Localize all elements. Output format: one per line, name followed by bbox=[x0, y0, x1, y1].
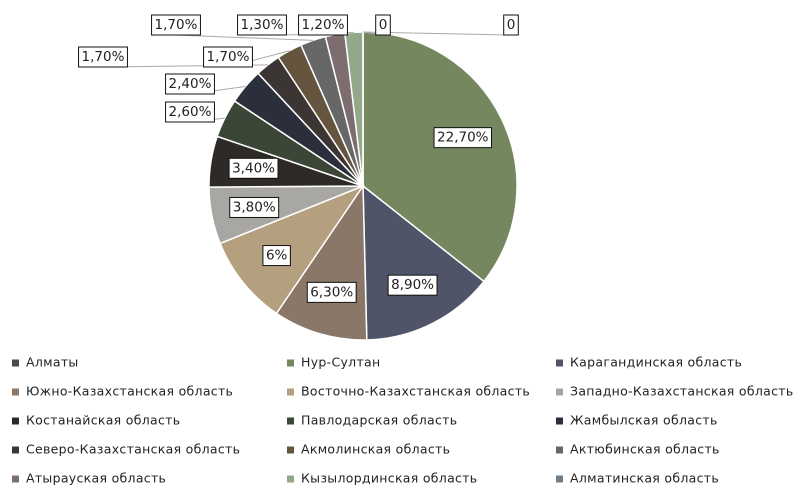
data-label-box bbox=[387, 274, 438, 296]
data-label-box bbox=[165, 101, 215, 123]
legend-swatch bbox=[287, 359, 294, 367]
legend-swatch bbox=[556, 388, 563, 396]
data-label: 6,30% bbox=[310, 284, 353, 300]
data-label-box bbox=[375, 14, 391, 36]
legend-swatch bbox=[12, 475, 19, 483]
legend-label: Актюбинская область bbox=[570, 442, 720, 457]
leader-line bbox=[175, 34, 314, 41]
legend-swatch bbox=[12, 417, 19, 425]
data-label-box bbox=[203, 46, 253, 68]
data-label: 1,70% bbox=[207, 49, 250, 65]
legend-label: Южно-Казахстанская область bbox=[26, 384, 233, 399]
legend-label: Алматинская область bbox=[570, 471, 719, 486]
data-label: 2,60% bbox=[169, 104, 212, 120]
legend-swatch bbox=[287, 475, 294, 483]
data-label-box bbox=[298, 14, 348, 36]
data-label: 1,70% bbox=[155, 17, 198, 33]
legend-swatch bbox=[556, 417, 563, 425]
legend-label: Западно-Казахстанская область bbox=[570, 384, 794, 399]
legend-label: Атырауская область bbox=[26, 471, 166, 486]
data-label: 0 bbox=[379, 17, 388, 33]
legend-label: Акмолинская область bbox=[301, 442, 450, 457]
data-label-box bbox=[262, 245, 291, 267]
data-label: 22,70% bbox=[437, 130, 489, 146]
data-label-box bbox=[228, 157, 279, 179]
data-label-box bbox=[237, 14, 287, 36]
legend-swatch bbox=[287, 388, 294, 396]
legend-label: Алматы bbox=[26, 355, 79, 370]
legend-swatch bbox=[12, 359, 19, 367]
data-label: 0 bbox=[507, 17, 516, 33]
legend-label: Карагандинская область bbox=[570, 355, 742, 370]
legend-label: Северо-Казахстанская область bbox=[26, 442, 240, 457]
legend-label: Костанайская область bbox=[26, 413, 180, 428]
data-label: 2,40% bbox=[169, 76, 212, 92]
data-label: 1,20% bbox=[302, 17, 345, 33]
data-label: 3,40% bbox=[232, 160, 275, 176]
legend-swatch bbox=[287, 417, 294, 425]
data-label-box bbox=[229, 196, 280, 218]
pie-slice bbox=[362, 184, 485, 341]
legend-label: Кызылординская область bbox=[301, 471, 477, 486]
legend-swatch bbox=[556, 359, 563, 367]
data-label: 1,30% bbox=[241, 17, 284, 33]
data-label-box bbox=[165, 73, 215, 95]
data-label-box bbox=[151, 14, 201, 36]
data-label-box bbox=[78, 46, 128, 68]
pie-slice bbox=[219, 184, 366, 315]
legend-swatch bbox=[12, 388, 19, 396]
legend-label: Павлодарская область bbox=[301, 413, 457, 428]
data-label-box bbox=[433, 127, 493, 149]
legend-swatch bbox=[287, 446, 294, 454]
pie-slice bbox=[362, 31, 518, 283]
legend-label: Восточно-Казахстанская область bbox=[301, 384, 530, 399]
data-label: 3,80% bbox=[233, 199, 276, 215]
legend-swatch bbox=[12, 446, 19, 454]
data-label: 1,70% bbox=[82, 49, 125, 65]
data-label-box bbox=[306, 281, 357, 303]
legend-label: Жамбылская область bbox=[570, 413, 718, 428]
data-label: 6% bbox=[266, 248, 288, 264]
legend-label: Нур-Султан bbox=[301, 355, 380, 370]
legend-swatch bbox=[556, 475, 563, 483]
legend-swatch bbox=[556, 446, 563, 454]
data-label-box bbox=[503, 14, 519, 36]
data-label: 8,90% bbox=[391, 277, 434, 293]
